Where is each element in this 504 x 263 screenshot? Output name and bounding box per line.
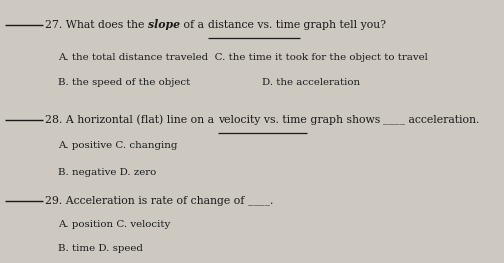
Text: acceleration.: acceleration. [405,115,480,125]
Text: B. the speed of the object: B. the speed of the object [58,78,190,87]
Text: of a: of a [180,20,208,30]
Text: 28. A horizontal (flat) line on a: 28. A horizontal (flat) line on a [45,114,218,125]
Text: .: . [270,196,274,206]
Text: slope: slope [148,19,180,31]
Text: ____: ____ [384,115,405,125]
Text: B. time D. speed: B. time D. speed [58,244,143,253]
Text: B. negative D. zero: B. negative D. zero [58,168,156,177]
Text: graph shows: graph shows [306,115,384,125]
Text: A. position C. velocity: A. position C. velocity [58,220,170,229]
Text: graph tell you?: graph tell you? [300,20,386,30]
Text: distance vs. time: distance vs. time [208,20,300,30]
Text: 29. Acceleration is rate of change of: 29. Acceleration is rate of change of [45,196,248,206]
Text: A. positive C. changing: A. positive C. changing [58,141,177,150]
Text: ____: ____ [248,196,270,206]
Text: A. the total distance traveled  C. the time it took for the object to travel: A. the total distance traveled C. the ti… [58,53,428,62]
Text: D. the acceleration: D. the acceleration [262,78,360,87]
Text: 27. What does the: 27. What does the [45,20,148,30]
Text: velocity vs. time: velocity vs. time [218,115,306,125]
